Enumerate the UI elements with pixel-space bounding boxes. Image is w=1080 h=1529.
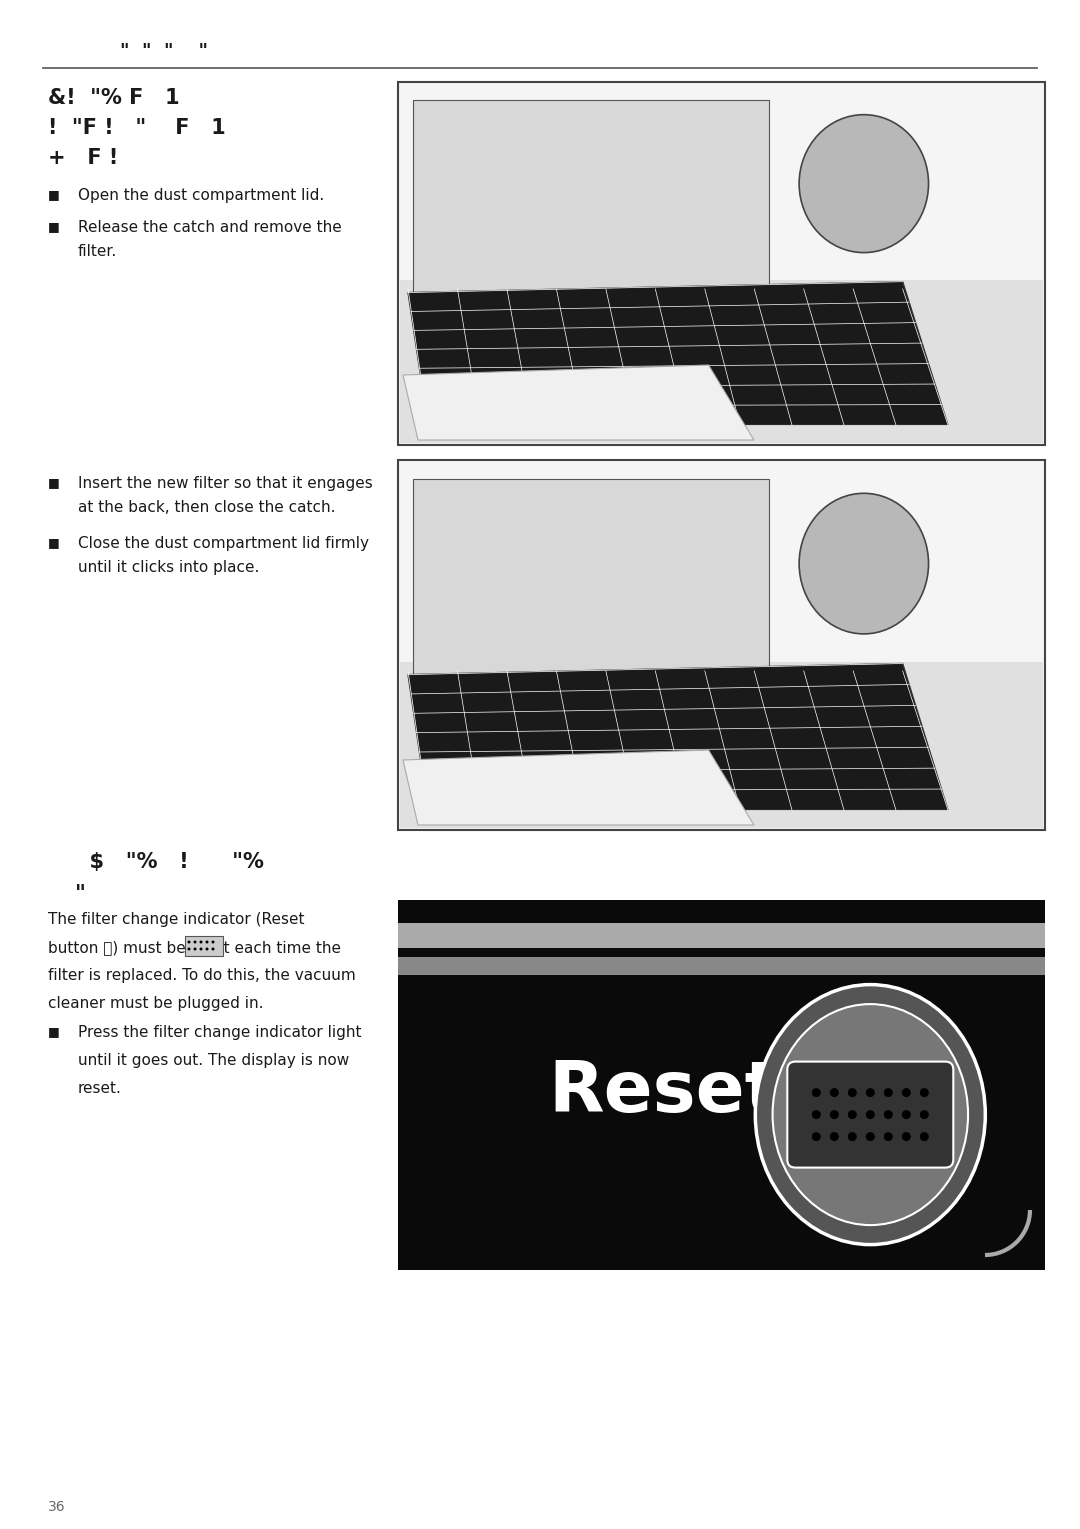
Circle shape [883,1110,893,1119]
Circle shape [188,940,190,943]
Polygon shape [408,664,948,810]
Text: ■: ■ [48,188,59,200]
Circle shape [866,1089,875,1098]
Text: +   F !: + F ! [48,148,118,168]
Text: $   "%   !      "%: $ "% ! "% [75,852,264,872]
Polygon shape [403,365,754,440]
Circle shape [883,1131,893,1141]
Text: filter is replaced. To do this, the vacuum: filter is replaced. To do this, the vacu… [48,968,355,983]
Text: filter.: filter. [78,245,118,258]
Circle shape [188,948,190,951]
Bar [400,280,1043,443]
Text: until it clicks into place.: until it clicks into place. [78,560,259,575]
Circle shape [848,1089,856,1098]
Text: !  "F !   "    F   1: ! "F ! " F 1 [48,118,226,138]
Circle shape [920,1131,929,1141]
Circle shape [920,1089,929,1098]
Bar [399,460,1045,830]
Circle shape [212,948,215,951]
Circle shape [902,1110,910,1119]
Text: 36: 36 [48,1500,66,1514]
Text: ■: ■ [48,220,59,232]
Ellipse shape [799,494,929,635]
Bar [399,83,1045,445]
Circle shape [812,1131,821,1141]
Ellipse shape [772,1005,968,1225]
Circle shape [902,1089,910,1098]
Circle shape [883,1089,893,1098]
Text: Insert the new filter so that it engages: Insert the new filter so that it engages [78,476,373,491]
Circle shape [200,940,203,943]
Text: ■: ■ [48,537,59,549]
Text: button ⎘) must be reset each time the: button ⎘) must be reset each time the [48,940,341,956]
Circle shape [205,948,208,951]
Bar [413,479,769,682]
Circle shape [902,1131,910,1141]
Bar [399,957,1045,976]
Bar [399,924,1045,948]
Circle shape [205,940,208,943]
Text: at the back, then close the catch.: at the back, then close the catch. [78,500,336,515]
Circle shape [829,1089,839,1098]
Text: Open the dust compartment lid.: Open the dust compartment lid. [78,188,324,203]
Text: ": " [75,884,86,904]
Bar [185,936,222,956]
Circle shape [812,1110,821,1119]
Polygon shape [403,751,754,826]
Circle shape [829,1110,839,1119]
Circle shape [212,940,215,943]
Circle shape [848,1110,856,1119]
Circle shape [193,948,197,951]
Circle shape [920,1110,929,1119]
Text: Close the dust compartment lid firmly: Close the dust compartment lid firmly [78,537,369,550]
Circle shape [866,1110,875,1119]
Circle shape [200,948,203,951]
Bar [400,662,1043,829]
Text: reset.: reset. [78,1081,122,1096]
Text: Release the catch and remove the: Release the catch and remove the [78,220,341,235]
Circle shape [829,1131,839,1141]
Text: ■: ■ [48,1024,59,1038]
Text: ■: ■ [48,476,59,489]
FancyBboxPatch shape [787,1061,954,1168]
Text: until it goes out. The display is now: until it goes out. The display is now [78,1053,349,1067]
Circle shape [812,1089,821,1098]
Text: The filter change indicator (Reset: The filter change indicator (Reset [48,911,305,927]
Bar [399,901,1045,1271]
Text: cleaner must be plugged in.: cleaner must be plugged in. [48,995,264,1011]
Text: &!  "% F   1: &! "% F 1 [48,89,179,109]
Polygon shape [408,281,948,425]
Circle shape [848,1131,856,1141]
Text: Press the filter change indicator light: Press the filter change indicator light [78,1024,362,1040]
Circle shape [193,940,197,943]
Bar [413,101,769,300]
Ellipse shape [755,985,985,1245]
Circle shape [866,1131,875,1141]
Ellipse shape [799,115,929,252]
Text: "  "  "    ": " " " " [120,41,208,60]
Text: Reset: Reset [548,1058,779,1127]
